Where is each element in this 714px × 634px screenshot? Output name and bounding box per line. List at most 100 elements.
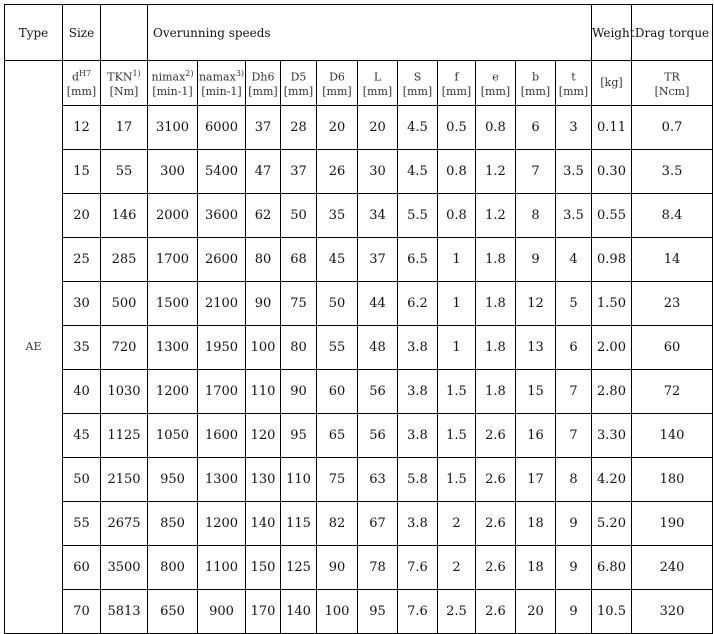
table-cell: 56	[357, 413, 398, 458]
table-cell: 7	[554, 369, 593, 414]
header-overrunning-speeds: Overunning speeds	[146, 4, 593, 61]
subheader-cell: D6 [mm]	[316, 60, 358, 106]
unit-label: [mm]	[480, 84, 511, 98]
table-cell: 140	[280, 589, 317, 634]
table-cell: 12	[62, 105, 101, 150]
unit-label: [Ncm]	[654, 84, 690, 98]
table-cell: 17	[515, 457, 556, 502]
table-cell: 8.4	[631, 193, 714, 238]
table-cell: 75	[316, 457, 358, 502]
table-cell: 3.8	[397, 325, 438, 370]
unit-label: [mm]	[283, 84, 314, 98]
table-cell: 2	[437, 545, 476, 590]
table-cell: 13	[515, 325, 556, 370]
table-cell: 5.5	[397, 193, 438, 238]
table-cell: 2.6	[475, 545, 516, 590]
table-cell: 1.8	[475, 237, 516, 282]
table-cell: 55	[100, 149, 148, 194]
table-cell: 26	[316, 149, 358, 194]
table-cell: 2675	[100, 501, 148, 546]
table-cell: 65	[316, 413, 358, 458]
table-cell: 285	[100, 237, 148, 282]
table-cell: 23	[631, 281, 714, 326]
table-cell: 2150	[100, 457, 148, 502]
table-cell: 2.6	[475, 457, 516, 502]
table-cell: 3.8	[397, 369, 438, 414]
table-cell: 1.5	[437, 413, 476, 458]
subheader-cell: b [mm]	[515, 60, 556, 106]
unit-symbol: namax	[198, 70, 236, 84]
table-cell: 20	[62, 193, 101, 238]
unit-label: [kg]	[600, 76, 623, 89]
table-cell: 3.8	[397, 501, 438, 546]
table-cell: 5400	[197, 149, 246, 194]
table-cell: 4.5	[397, 149, 438, 194]
table-cell: 62	[245, 193, 281, 238]
table-cell: 1.5	[437, 457, 476, 502]
table-cell: 720	[100, 325, 148, 370]
type-cell: AE	[4, 60, 63, 634]
table-cell: 20	[515, 589, 556, 634]
table-cell: 37	[280, 149, 317, 194]
table-cell: 6.2	[397, 281, 438, 326]
table-cell: 1.50	[591, 281, 633, 326]
table-cell: 35	[62, 325, 101, 370]
table-cell: 0.30	[591, 149, 633, 194]
table-cell: 1200	[197, 501, 246, 546]
table-cell: 900	[197, 589, 246, 634]
unit-label: [mm]	[520, 84, 551, 98]
table-cell: 68	[280, 237, 317, 282]
table-cell: 100	[245, 325, 281, 370]
table-cell: 2.5	[437, 589, 476, 634]
table-cell: 3600	[197, 193, 246, 238]
table-cell: 60	[316, 369, 358, 414]
table-cell: 90	[316, 545, 358, 590]
table-cell: 20	[316, 105, 358, 150]
table-cell: 140	[245, 501, 281, 546]
table-cell: 4.5	[397, 105, 438, 150]
table-cell: 80	[280, 325, 317, 370]
table-cell: 60	[62, 545, 101, 590]
table-cell: 0.98	[591, 237, 633, 282]
table-cell: 0.7	[631, 105, 714, 150]
unit-symbol: D6	[329, 70, 345, 84]
table-cell: 3.5	[554, 193, 593, 238]
table-cell: 1500	[147, 281, 198, 326]
table-cell: 2.6	[475, 589, 516, 634]
table-cell: 2.00	[591, 325, 633, 370]
header-size: Size	[62, 4, 101, 61]
table-cell: 78	[357, 545, 398, 590]
table-cell: 2100	[197, 281, 246, 326]
table-cell: 1.5	[437, 369, 476, 414]
table-cell: 25	[62, 237, 101, 282]
unit-symbol: L	[373, 70, 382, 84]
unit-label: [mm]	[402, 84, 433, 98]
table-cell: 48	[357, 325, 398, 370]
table-cell: 15	[62, 149, 101, 194]
table-cell: 30	[62, 281, 101, 326]
table-cell: 950	[147, 457, 198, 502]
unit-symbol: TKN	[107, 70, 133, 84]
table-cell: 800	[147, 545, 198, 590]
subheader-cell: nimax2) [min-1]	[147, 60, 198, 106]
table-cell: 1300	[197, 457, 246, 502]
table-cell: 17	[100, 105, 148, 150]
table-cell: 18	[515, 501, 556, 546]
table-cell: 1700	[197, 369, 246, 414]
table-row: 70 5813 650 900 170 140 100 95 7.6 2.5 2.6 20 9 10.5 3…	[5, 589, 714, 634]
table-cell: 18	[515, 545, 556, 590]
table-cell: 2600	[197, 237, 246, 282]
table-cell: 37	[245, 105, 281, 150]
table-cell: 95	[280, 413, 317, 458]
table-cell: 1	[437, 237, 476, 282]
table-cell: 140	[631, 413, 714, 458]
unit-label: [Nm]	[109, 84, 139, 98]
unit-label: [mm]	[248, 84, 278, 98]
subheader-cell: t [mm]	[554, 60, 593, 106]
table-row: 40 1030 1200 1700 110 90 60 56 3.8 1.5 1.8 15 7 2.80 7…	[5, 369, 714, 414]
table-cell: 0.55	[591, 193, 633, 238]
table-cell: 3100	[147, 105, 198, 150]
table-cell: 9	[515, 237, 556, 282]
table-cell: 9	[554, 589, 593, 634]
unit-label: [min-1]	[152, 84, 193, 98]
